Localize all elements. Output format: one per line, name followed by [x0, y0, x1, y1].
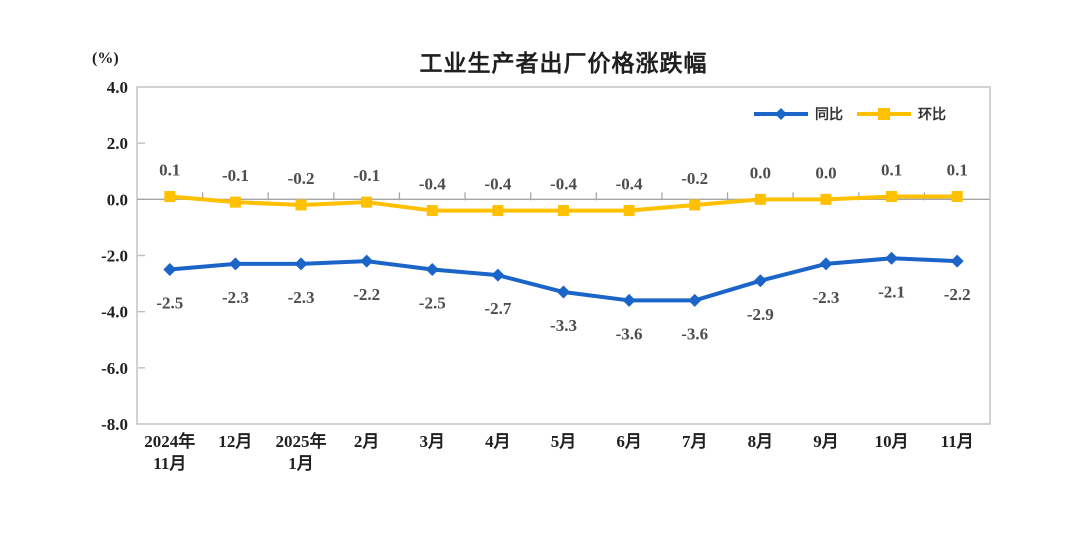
data-label: -2.5	[156, 294, 183, 313]
data-label: -2.3	[288, 288, 315, 307]
data-label: 0.1	[159, 161, 180, 180]
series-marker-square	[951, 191, 963, 203]
data-label: -0.1	[222, 166, 249, 185]
data-label: -2.7	[484, 299, 511, 318]
series-marker-square	[492, 205, 504, 217]
x-tick-label: 12月	[218, 432, 252, 451]
series-marker-diamond	[491, 268, 505, 282]
data-label: -0.4	[419, 175, 446, 194]
chart-title: 工业生产者出厂价格涨跌幅	[419, 50, 708, 76]
series-marker-square	[754, 193, 766, 205]
data-label: 0.0	[815, 163, 836, 182]
series-marker-square	[820, 193, 832, 205]
series-marker-diamond	[622, 293, 636, 307]
series-marker-diamond	[228, 257, 242, 271]
series-marker-square	[295, 199, 307, 211]
data-label: -0.4	[550, 175, 577, 194]
x-tick-label: 10月	[875, 432, 909, 451]
data-label: -0.1	[353, 166, 380, 185]
series-marker-diamond	[163, 263, 177, 277]
legend-label-yoy: 同比	[815, 106, 843, 122]
x-tick-label: 8月	[748, 432, 774, 451]
series-marker-square	[689, 199, 701, 211]
legend-label-mom: 环比	[918, 106, 946, 122]
y-axis-unit-label: (%)	[92, 50, 119, 67]
series-marker-diamond	[885, 251, 899, 265]
x-tick-label: 7月	[682, 432, 708, 451]
data-label: -2.1	[878, 282, 905, 301]
data-label: 0.0	[750, 163, 771, 182]
x-tick-label: 2024年	[144, 431, 195, 451]
x-tick-label: 2025年	[276, 431, 327, 451]
y-tick-label: -4.0	[101, 303, 128, 322]
series-marker-diamond	[294, 257, 308, 271]
x-tick-label: 5月	[551, 432, 577, 451]
data-label: -3.6	[616, 324, 643, 343]
series-marker-diamond	[557, 285, 570, 299]
data-label: -2.2	[353, 285, 380, 304]
data-label: -2.2	[944, 285, 971, 304]
x-tick-label: 2月	[354, 432, 380, 451]
chart-legend: 同比 环比	[752, 103, 946, 125]
data-label: -0.4	[616, 175, 643, 194]
legend-item-mom: 环比	[855, 104, 946, 124]
x-tick-label: 3月	[420, 432, 446, 451]
series-marker-diamond	[950, 254, 964, 268]
data-label: -2.9	[747, 305, 774, 324]
data-label: -3.3	[550, 316, 577, 335]
series-marker-square	[229, 196, 241, 208]
data-label: 0.1	[947, 161, 968, 180]
y-tick-label: -2.0	[101, 247, 128, 266]
data-label: -0.2	[288, 169, 315, 188]
data-label: -0.4	[484, 175, 511, 194]
x-tick-label: 11月	[941, 432, 974, 451]
series-marker-square	[426, 205, 438, 217]
series-marker-diamond	[425, 263, 439, 277]
data-label: -2.3	[222, 288, 249, 307]
y-tick-label: 2.0	[107, 134, 128, 153]
data-label: -2.3	[813, 288, 840, 307]
x-tick-label: 6月	[616, 432, 642, 451]
series-marker-diamond	[819, 257, 833, 271]
data-label: -0.2	[681, 169, 708, 188]
y-tick-label: -8.0	[101, 415, 128, 434]
x-tick-label: 11月	[153, 454, 186, 473]
series-marker-diamond	[688, 293, 702, 307]
x-tick-label: 9月	[813, 432, 839, 451]
series-marker-diamond	[360, 254, 374, 268]
legend-item-yoy: 同比	[752, 104, 843, 124]
series-marker-diamond	[753, 274, 767, 288]
series-marker-square	[361, 196, 373, 208]
y-tick-label: -6.0	[101, 359, 128, 378]
series-marker-square	[623, 205, 635, 217]
x-tick-label: 4月	[485, 432, 511, 451]
yoy-line-swatch-icon	[754, 108, 808, 120]
data-label: 0.1	[881, 161, 902, 180]
y-tick-label: 0.0	[107, 190, 128, 209]
y-tick-label: 4.0	[107, 78, 128, 97]
series-marker-square	[558, 205, 569, 217]
x-tick-label: 1月	[288, 454, 314, 473]
data-label: -2.5	[419, 294, 446, 313]
series-marker-square	[164, 191, 176, 203]
plot-border	[136, 86, 991, 425]
data-label: -3.6	[681, 324, 708, 343]
series-marker-square	[886, 191, 898, 203]
mom-line-swatch-icon	[857, 108, 911, 120]
